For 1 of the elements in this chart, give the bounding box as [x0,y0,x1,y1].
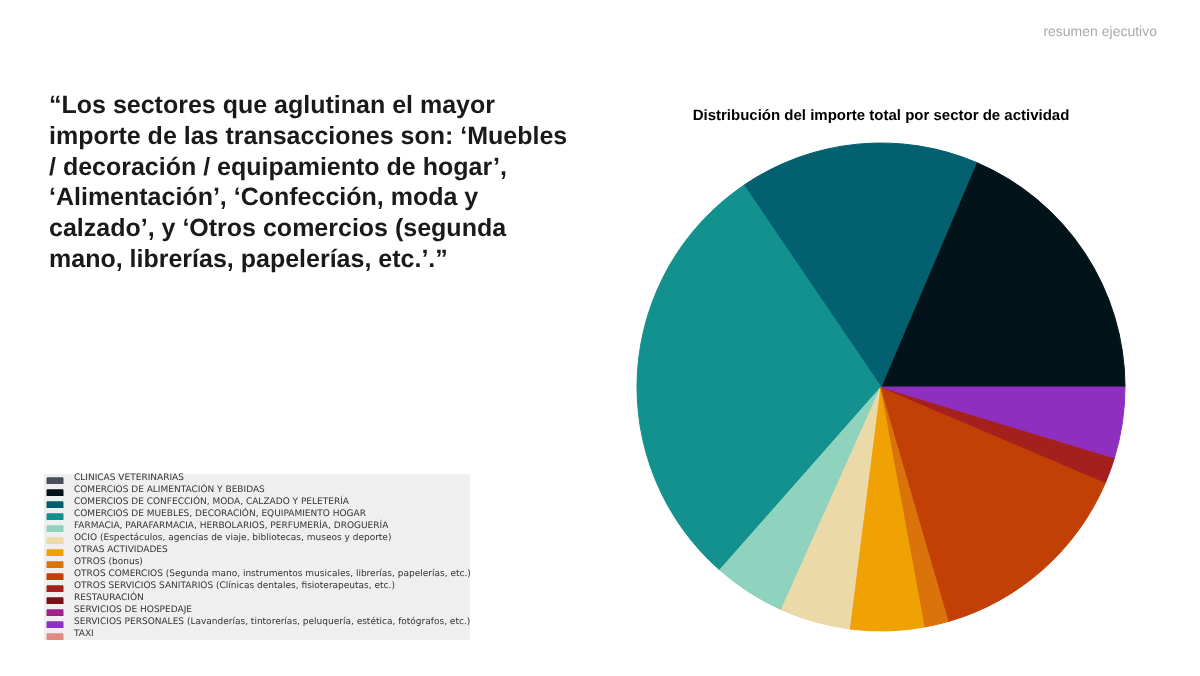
text: “Los sectores que aglutinan el mayor importe de las transacciones son: ‘Muebles / decoración / equipamiento de hogar’, ‘Alimentación’, ‘Confección, moda y calzado’, y ‘Otros comercios (segunda mano, librerías, papelerías, etc.’.” [49,91,568,273]
